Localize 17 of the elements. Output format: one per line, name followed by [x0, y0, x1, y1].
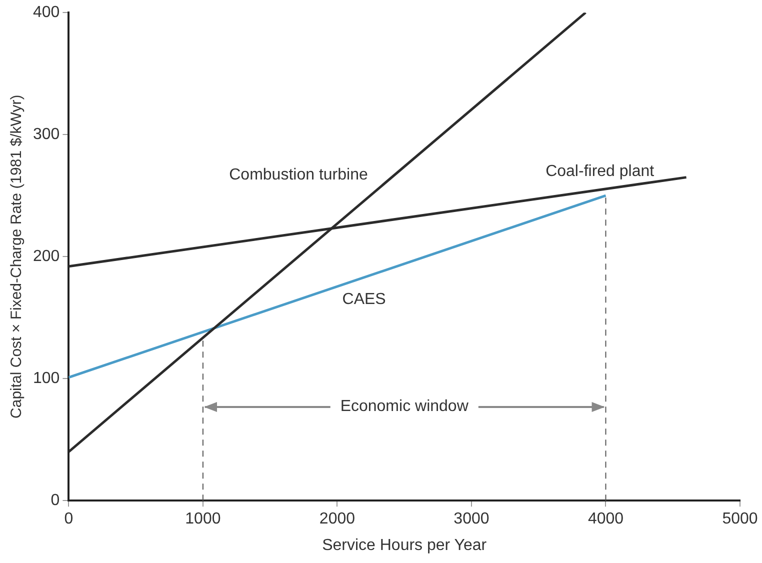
- x-axis-title: Service Hours per Year: [322, 536, 488, 554]
- x-tick-label: 1000: [185, 510, 221, 528]
- x-tick-label: 2000: [319, 510, 356, 528]
- y-tick-label: 300: [32, 126, 60, 144]
- series-label: CAES: [342, 290, 386, 308]
- y-tick-label: 400: [32, 4, 60, 22]
- series-label: Combustion turbine: [229, 166, 368, 184]
- x-tick-label: 3000: [454, 510, 490, 528]
- series-label: Coal-fired plant: [546, 163, 655, 180]
- y-tick-label: 100: [32, 370, 60, 388]
- annotation: Economic window: [340, 398, 469, 416]
- x-tick-label: 5000: [722, 510, 758, 528]
- y-tick-label: 200: [32, 248, 60, 266]
- x-tick-label: 0: [64, 510, 74, 528]
- y-tick-label: 0: [50, 492, 60, 510]
- y-axis-title: Capital Cost × Fixed-Charge Rate (1981 $/kWyr): [8, 94, 26, 418]
- x-tick-label: 4000: [588, 510, 624, 528]
